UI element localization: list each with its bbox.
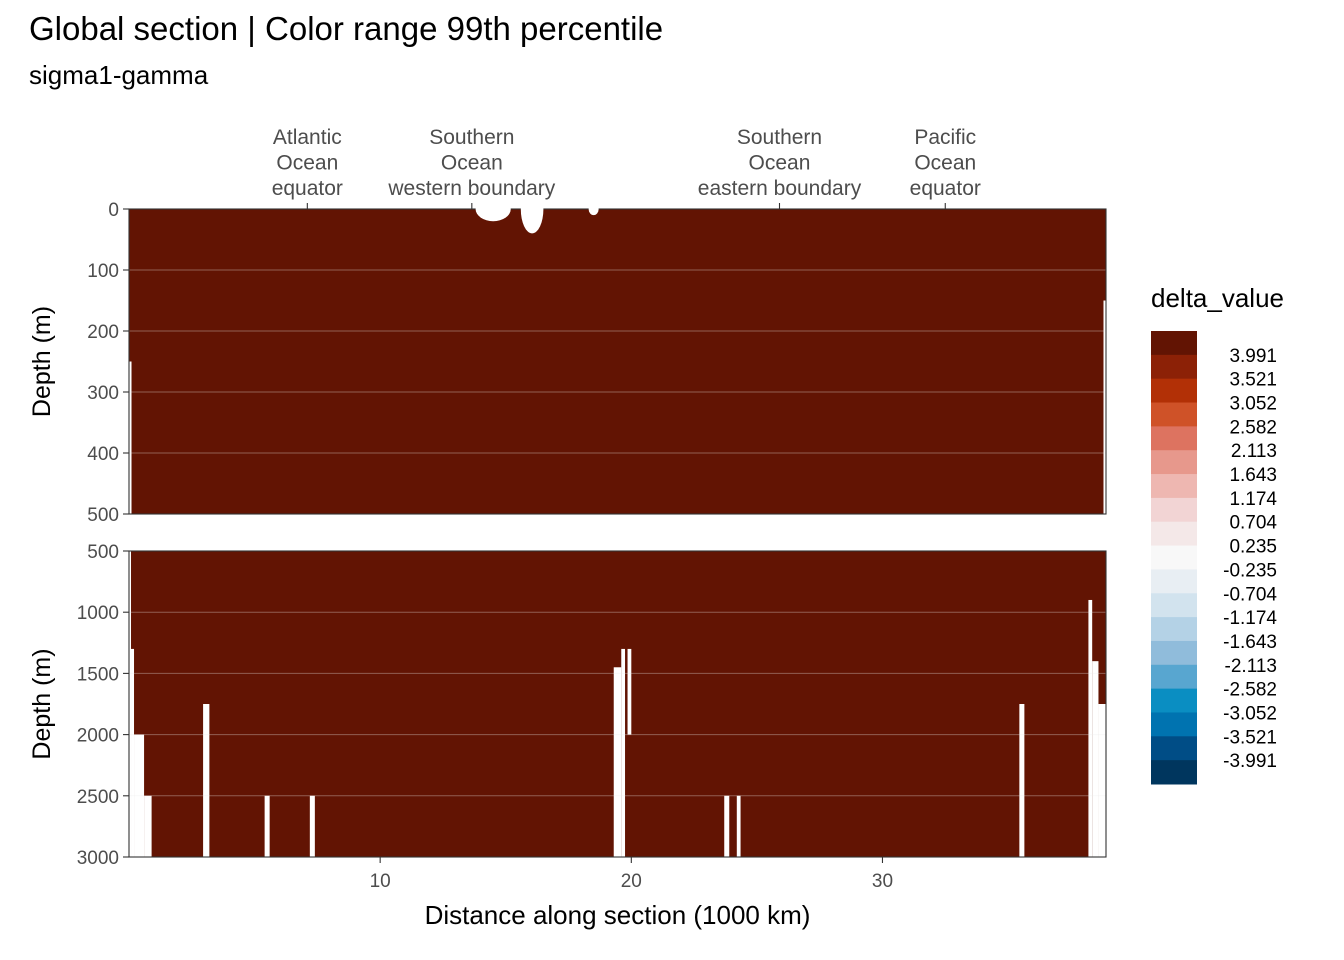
legend-label: -1.174 — [1223, 608, 1277, 629]
x-tick-label: 10 — [370, 871, 391, 892]
legend-color-band — [1151, 569, 1197, 594]
no-data-gap — [1088, 599, 1093, 857]
y-tick-label: 500 — [87, 505, 119, 526]
no-data-gap — [309, 795, 315, 857]
legend-title: delta_value — [1151, 283, 1284, 313]
y-tick-label: 1000 — [77, 603, 119, 624]
legend-color-band — [1151, 688, 1197, 713]
no-data-gap — [1092, 661, 1099, 857]
y-tick-label: 400 — [87, 444, 119, 465]
y-axis-label: Depth (m) — [28, 306, 56, 417]
y-tick-label: 500 — [87, 542, 119, 563]
legend-label: -3.521 — [1223, 727, 1277, 748]
no-data-gap — [1019, 704, 1025, 857]
no-data-gap — [520, 184, 544, 234]
no-data-gap — [475, 196, 511, 222]
legend-label: 1.643 — [1229, 465, 1277, 486]
legend-color-band — [1151, 712, 1197, 737]
legend-color-band — [1151, 640, 1197, 666]
legend-color-band — [1151, 474, 1197, 499]
no-data-gap — [264, 795, 270, 857]
y-tick-label: 2000 — [77, 726, 119, 747]
section-marker-label: equator — [910, 177, 981, 200]
y-axis-label: Depth (m) — [28, 648, 56, 759]
legend-label: -2.582 — [1223, 680, 1277, 701]
legend-label: -3.052 — [1223, 703, 1277, 724]
section-marker-label: Pacific — [914, 126, 976, 149]
legend-label: -1.643 — [1223, 632, 1277, 653]
legend-label: -2.113 — [1225, 656, 1277, 677]
no-data-gap — [203, 704, 210, 857]
no-data-gap — [724, 795, 730, 857]
y-tick-label: 300 — [87, 383, 119, 404]
no-data-gap — [627, 648, 632, 735]
legend-label: 0.235 — [1229, 537, 1277, 558]
panel-border-upper — [128, 208, 1107, 515]
legend-color-band — [1151, 545, 1197, 570]
legend-color-band — [1151, 664, 1197, 690]
legend-color-band — [1151, 331, 1197, 356]
no-data-gap — [621, 648, 626, 857]
section-marker-label: western boundary — [387, 177, 555, 200]
legend-color-band — [1151, 450, 1197, 475]
no-data-gap — [129, 361, 132, 514]
panel-border-lower — [128, 550, 1107, 858]
legend-color-band — [1151, 378, 1197, 404]
y-tick-label: 1500 — [77, 664, 119, 685]
section-marker-label: equator — [272, 177, 343, 200]
y-tick-label: 2500 — [77, 787, 119, 808]
legend-label: 3.521 — [1229, 370, 1277, 391]
legend-label: -0.235 — [1223, 560, 1277, 581]
legend-color-band — [1151, 497, 1197, 523]
legend-label: 3.052 — [1229, 394, 1277, 415]
legend-label: 0.704 — [1229, 513, 1277, 534]
section-marker-label: eastern boundary — [698, 177, 862, 200]
no-data-gap — [144, 795, 152, 857]
legend-color-band — [1151, 593, 1197, 618]
legend-label: 1.174 — [1229, 489, 1277, 510]
legend-label: 2.113 — [1231, 441, 1277, 462]
legend-color-band — [1151, 354, 1197, 380]
section-marker-label: Ocean — [914, 152, 976, 175]
legend-color-band — [1151, 760, 1197, 785]
section-field-upper — [129, 209, 1106, 514]
legend-color-band — [1151, 402, 1197, 427]
no-data-gap — [613, 667, 622, 857]
section-marker-label: Atlantic — [273, 126, 342, 149]
no-data-gap — [588, 202, 599, 216]
y-tick-label: 200 — [87, 322, 119, 343]
no-data-gap — [1103, 300, 1106, 514]
section-marker-label: Ocean — [749, 152, 811, 175]
section-marker-label: Ocean — [441, 152, 503, 175]
section-marker-label: Southern — [429, 126, 514, 149]
x-tick-label: 20 — [621, 871, 642, 892]
chart-subtitle: sigma1-gamma — [29, 60, 209, 90]
no-data-gap — [736, 795, 741, 857]
no-data-gap — [129, 551, 132, 857]
legend-color-band — [1151, 617, 1197, 642]
chart-title: Global section | Color range 99th percen… — [29, 10, 664, 47]
section-marker-label: Ocean — [276, 152, 338, 175]
no-data-gap — [1098, 704, 1106, 857]
legend-label: -0.704 — [1223, 584, 1277, 605]
legend-label: 2.582 — [1229, 417, 1277, 438]
y-tick-label: 0 — [108, 200, 119, 221]
legend-color-band — [1151, 426, 1197, 451]
legend-label: 3.991 — [1229, 346, 1277, 367]
y-tick-label: 100 — [87, 261, 119, 282]
x-axis-label: Distance along section (1000 km) — [425, 900, 811, 930]
legend-color-band — [1151, 521, 1197, 547]
legend-color-band — [1151, 736, 1197, 761]
no-data-gap — [131, 648, 135, 857]
y-tick-label: 3000 — [77, 848, 119, 869]
no-data-gap — [134, 734, 145, 857]
x-tick-label: 30 — [872, 871, 893, 892]
section-marker-label: Southern — [737, 126, 822, 149]
legend-label: -3.991 — [1223, 751, 1277, 772]
